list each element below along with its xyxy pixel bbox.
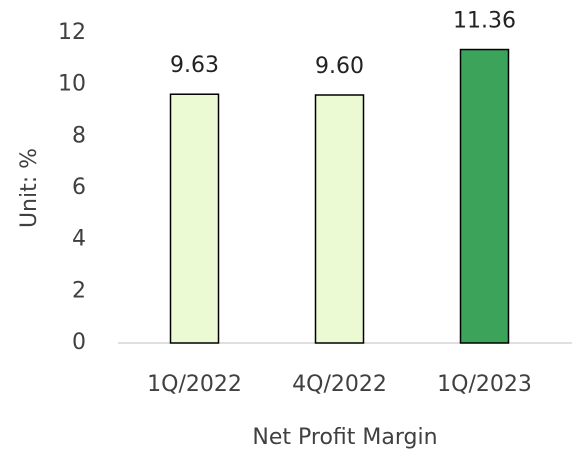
y-tick-label: 2 xyxy=(72,278,86,303)
y-axis-title: Unit: % xyxy=(17,148,42,228)
x-tick-label: 1Q/2023 xyxy=(437,372,532,397)
x-tick-label: 1Q/2022 xyxy=(147,372,242,397)
y-tick-label: 8 xyxy=(72,123,86,148)
bar xyxy=(314,94,365,344)
y-tick-label: 6 xyxy=(72,175,86,200)
data-label: 9.63 xyxy=(170,53,219,78)
y-tick-label: 12 xyxy=(58,20,86,45)
bar xyxy=(169,93,220,344)
x-tick-label: 4Q/2022 xyxy=(292,372,387,397)
bar xyxy=(459,48,510,344)
data-label: 11.36 xyxy=(453,9,516,34)
y-tick-label: 0 xyxy=(72,330,86,355)
x-axis-title: Net Profit Margin xyxy=(252,425,437,450)
y-tick-label: 4 xyxy=(72,227,86,252)
data-label: 9.60 xyxy=(315,54,364,79)
y-tick-label: 10 xyxy=(58,72,86,97)
